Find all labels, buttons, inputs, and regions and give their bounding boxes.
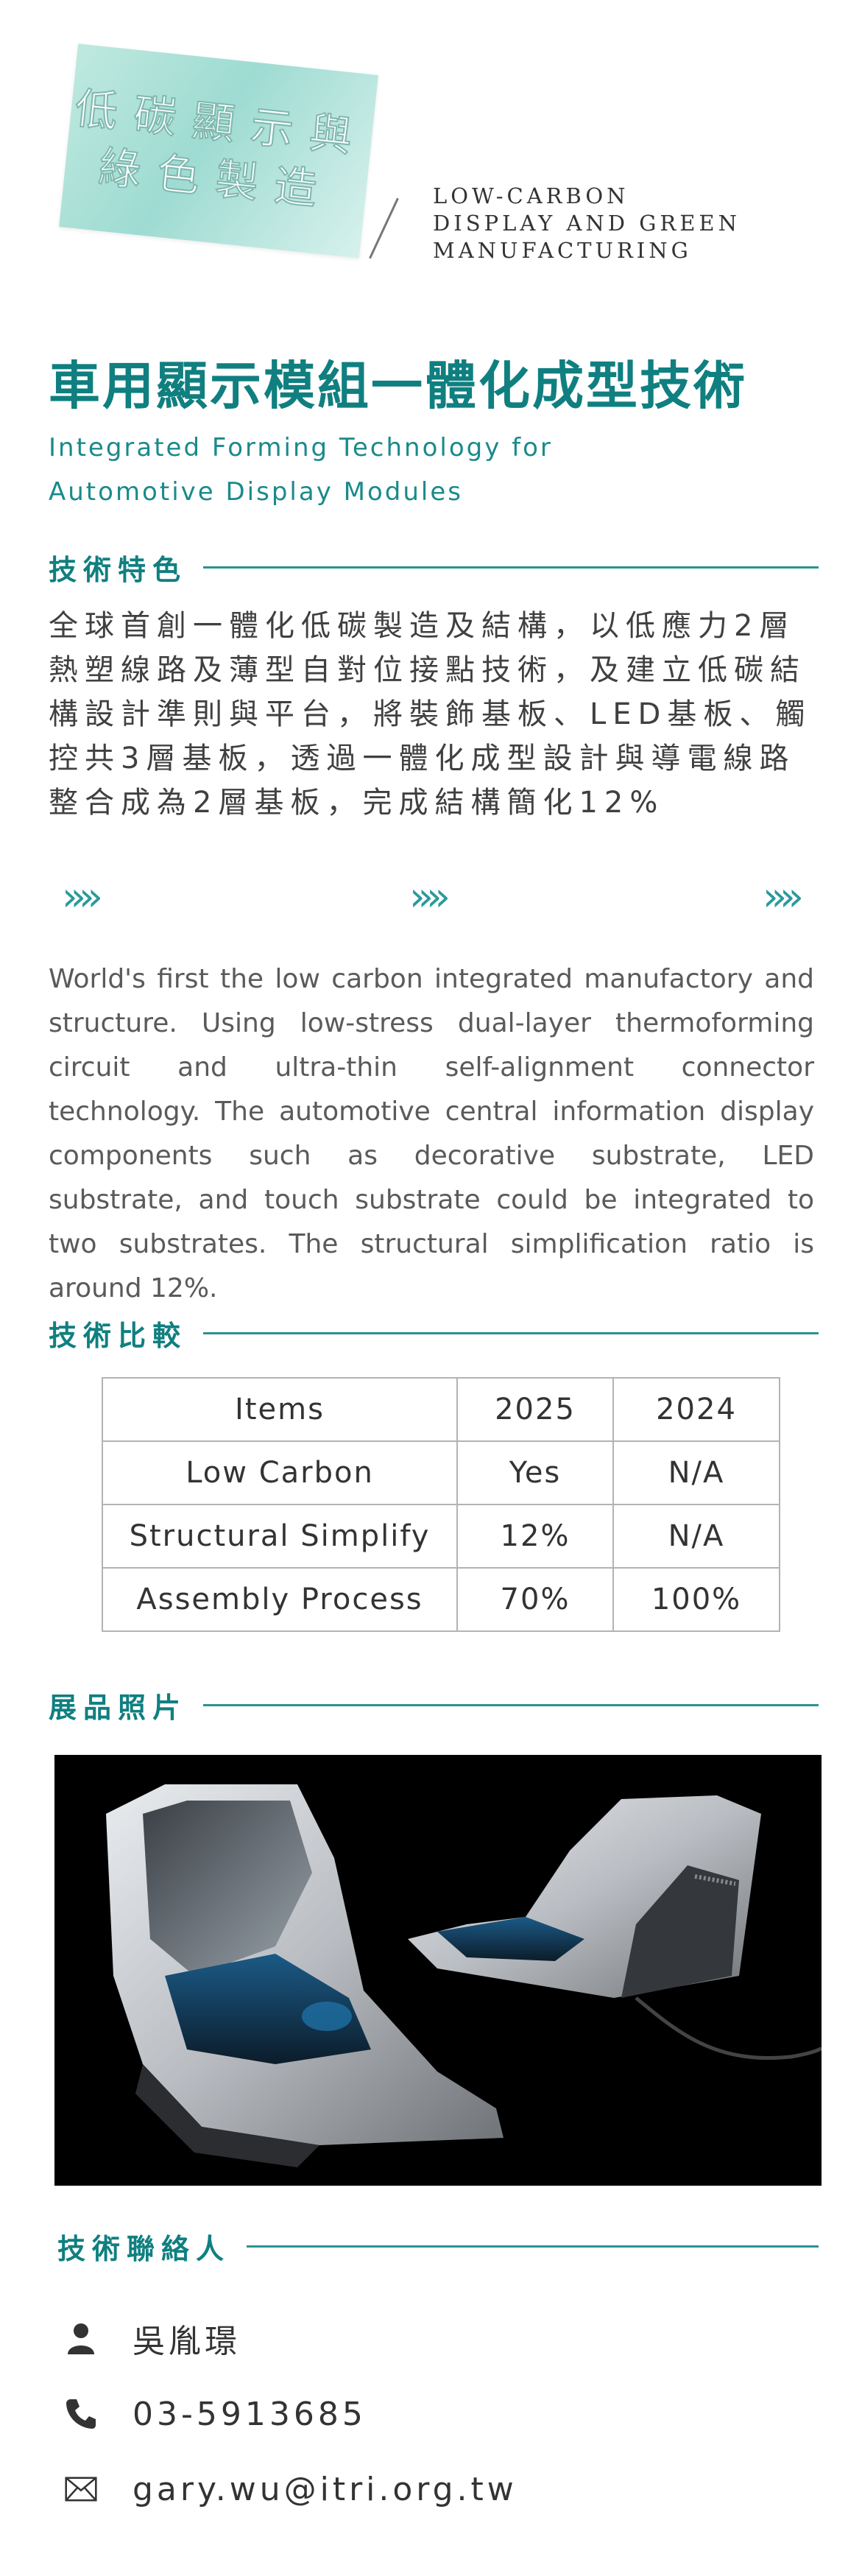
section-rule <box>247 2245 819 2248</box>
contact-name: 吳胤璟 <box>133 2323 241 2360</box>
header-en-line-3: MANUFACTURING <box>433 238 692 263</box>
product-photo <box>54 1755 823 2186</box>
subtitle-line-1: Integrated Forming Technology for <box>49 433 553 462</box>
header-en-title: LOW-CARBON DISPLAY AND GREEN MANUFACTURI… <box>433 183 742 264</box>
table-header-cell: 2024 <box>612 1377 780 1442</box>
table-header-row: Items 2025 2024 <box>102 1377 780 1442</box>
envelope-icon <box>65 2473 97 2505</box>
contact-phone-row: 03-5913685 <box>65 2392 367 2436</box>
table-cell: Yes <box>456 1440 614 1505</box>
person-icon <box>65 2322 97 2354</box>
table-cell: 12% <box>456 1504 614 1569</box>
table-cell: 70% <box>456 1567 614 1632</box>
features-en-text: World's first the low carbon integrated … <box>49 964 814 1303</box>
table-row: Structural Simplify 12% N/A <box>102 1504 780 1569</box>
chevron-icon: »» <box>763 873 804 920</box>
table-cell: Low Carbon <box>102 1440 458 1505</box>
section-photo-heading: 展品照片 <box>49 1683 819 1727</box>
header-divider <box>369 197 399 259</box>
table-cell: N/A <box>612 1440 780 1505</box>
section-comparison-heading: 技術比較 <box>49 1311 819 1355</box>
table-cell: Structural Simplify <box>102 1504 458 1569</box>
contact-email[interactable]: gary.wu@itri.org.tw <box>133 2470 517 2508</box>
page-subtitle: Integrated Forming Technology for Automo… <box>49 426 553 514</box>
section-label: 展品照片 <box>49 1691 188 1724</box>
subtitle-line-2: Automotive Display Modules <box>49 477 463 507</box>
section-label: 技術特色 <box>49 553 188 586</box>
table-cell: N/A <box>612 1504 780 1569</box>
chevron-icon: »» <box>62 873 103 920</box>
table-header-cell: Items <box>102 1377 458 1442</box>
features-zh-text: 全球首創一體化低碳製造及結構，以低應力2層熱塑線路及薄型自對位接點技術，及建立低… <box>49 609 812 820</box>
section-label: 技術比較 <box>49 1319 188 1352</box>
contact-email-row: gary.wu@itri.org.tw <box>65 2467 517 2511</box>
contact-name-row: 吳胤璟 <box>65 2316 241 2360</box>
header-en-line-2: DISPLAY AND GREEN <box>433 211 741 236</box>
section-rule <box>203 1331 819 1334</box>
comparison-table: Items 2025 2024 Low Carbon Yes N/A Struc… <box>102 1377 780 1632</box>
table-row: Low Carbon Yes N/A <box>102 1440 780 1505</box>
section-rule <box>203 566 819 569</box>
table-row: Assembly Process 70% 100% <box>102 1567 780 1632</box>
table-cell: Assembly Process <box>102 1567 458 1632</box>
table-header-cell: 2025 <box>456 1377 614 1442</box>
table-cell: 100% <box>612 1567 780 1632</box>
section-label: 技術聯絡人 <box>57 2232 231 2265</box>
contact-phone[interactable]: 03-5913685 <box>133 2395 367 2433</box>
header-en-line-1: LOW-CARBON <box>433 183 629 208</box>
section-rule <box>203 1703 819 1706</box>
header-badge-text: 低碳顯示與 綠色製造 <box>59 43 378 258</box>
chevron-icon: »» <box>409 873 451 920</box>
product-photo-illustration <box>106 1784 823 2167</box>
phone-icon <box>65 2398 97 2430</box>
section-features-heading: 技術特色 <box>49 545 819 589</box>
page-title: 車用顯示模組一體化成型技術 <box>49 356 747 416</box>
section-contact-heading: 技術聯絡人 <box>57 2224 819 2268</box>
